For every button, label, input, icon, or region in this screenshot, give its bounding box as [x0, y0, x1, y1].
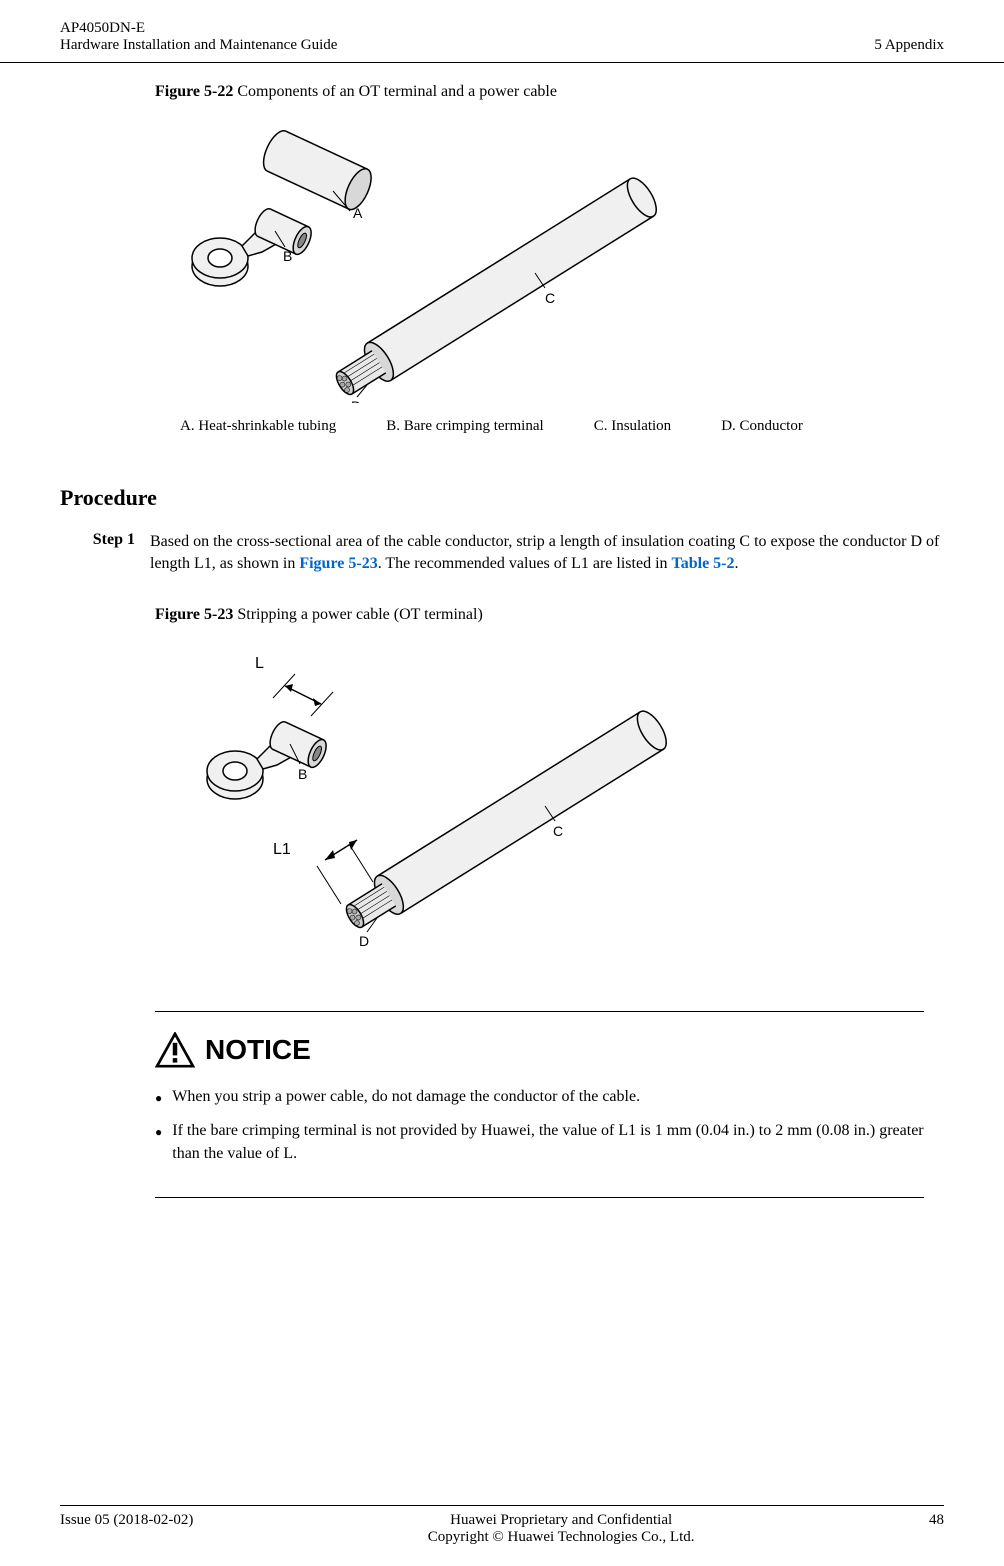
footer-line1: Huawei Proprietary and Confidential [428, 1512, 695, 1529]
notice-item-2: ● If the bare crimping terminal is not p… [155, 1120, 924, 1165]
notice-item-1: ● When you strip a power cable, do not d… [155, 1086, 924, 1108]
header-right: 5 Appendix [874, 20, 944, 54]
figure-5-23-image: L B [155, 636, 715, 946]
figure-5-23-link[interactable]: Figure 5-23 [299, 555, 377, 572]
page-footer: Issue 05 (2018-02-02) Huawei Proprietary… [60, 1505, 944, 1546]
figure-5-22-title: Components of an OT terminal and a power… [233, 83, 557, 100]
figure-5-22-label: Figure 5-22 [155, 83, 233, 100]
step1-text-3: . [735, 555, 739, 572]
product-name: AP4050DN-E [60, 20, 337, 37]
svg-text:C: C [553, 823, 563, 839]
svg-text:B: B [298, 766, 307, 782]
notice-header: NOTICE [155, 1032, 924, 1068]
notice-list: ● When you strip a power cable, do not d… [155, 1086, 924, 1165]
footer-line2: Copyright © Huawei Technologies Co., Ltd… [428, 1529, 695, 1546]
legend-a: A. Heat-shrinkable tubing [180, 418, 336, 435]
guide-name: Hardware Installation and Maintenance Gu… [60, 37, 337, 54]
notice-section: NOTICE ● When you strip a power cable, d… [155, 1011, 924, 1198]
svg-text:L1: L1 [273, 841, 291, 858]
warning-icon [155, 1032, 195, 1068]
figure-5-23-caption: Figure 5-23 Stripping a power cable (OT … [155, 606, 944, 624]
footer-center: Huawei Proprietary and Confidential Copy… [428, 1512, 695, 1546]
header-left: AP4050DN-E Hardware Installation and Mai… [60, 20, 337, 54]
figure-5-23-block: Figure 5-23 Stripping a power cable (OT … [155, 606, 944, 951]
svg-text:D: D [351, 398, 361, 403]
svg-text:C: C [545, 290, 555, 306]
legend-d: D. Conductor [721, 418, 803, 435]
figure-5-22-caption: Figure 5-22 Components of an OT terminal… [155, 83, 944, 101]
legend-c: C. Insulation [594, 418, 672, 435]
svg-text:L: L [255, 655, 264, 672]
notice-item-2-text: If the bare crimping terminal is not pro… [172, 1120, 924, 1165]
procedure-heading: Procedure [60, 485, 944, 511]
page-header: AP4050DN-E Hardware Installation and Mai… [0, 0, 1004, 63]
figure-5-23-title: Stripping a power cable (OT terminal) [233, 606, 482, 623]
footer-page: 48 [929, 1512, 944, 1546]
figure-5-23-label: Figure 5-23 [155, 606, 233, 623]
step-1: Step 1 Based on the cross-sectional area… [60, 531, 944, 576]
svg-text:D: D [359, 933, 369, 946]
step-1-text: Based on the cross-sectional area of the… [150, 531, 944, 576]
table-5-2-link[interactable]: Table 5-2 [672, 555, 735, 572]
notice-title: NOTICE [205, 1034, 311, 1066]
notice-item-1-text: When you strip a power cable, do not dam… [172, 1086, 640, 1108]
legend-b: B. Bare crimping terminal [386, 418, 543, 435]
footer-issue: Issue 05 (2018-02-02) [60, 1512, 193, 1546]
step-1-label: Step 1 [60, 531, 135, 576]
bullet-icon: ● [155, 1124, 162, 1165]
main-content: Figure 5-22 Components of an OT terminal… [0, 63, 1004, 1198]
svg-text:B: B [283, 248, 292, 264]
svg-text:A: A [353, 205, 363, 221]
step1-text-2: . The recommended values of L1 are liste… [378, 555, 672, 572]
figure-5-22-image: A B [155, 113, 944, 408]
bullet-icon: ● [155, 1090, 162, 1108]
section-label: 5 Appendix [874, 37, 944, 54]
figure-5-22-legend: A. Heat-shrinkable tubing B. Bare crimpi… [180, 418, 944, 435]
